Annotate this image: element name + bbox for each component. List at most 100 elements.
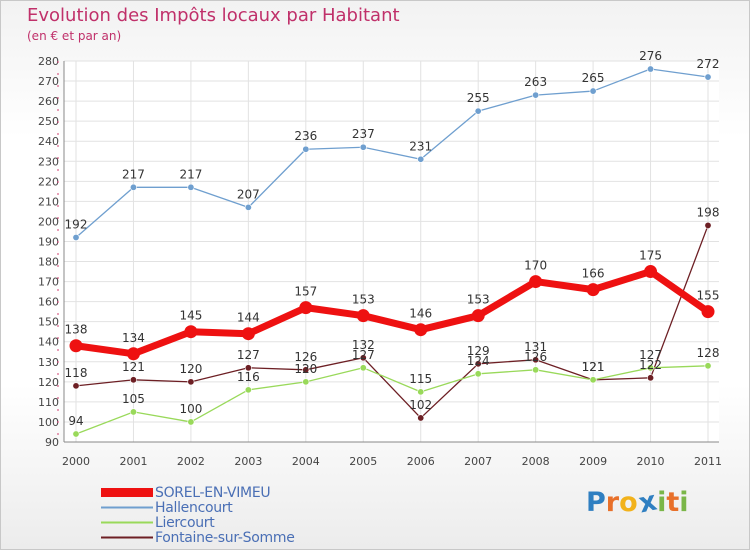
data-label: 276	[639, 49, 662, 63]
data-label: 102	[409, 398, 432, 412]
y-tick-label: 190	[38, 235, 59, 248]
x-tick-label: 2011	[694, 455, 722, 468]
y-tick-label: 120	[38, 376, 59, 389]
x-tick-label: 2003	[234, 455, 262, 468]
data-point	[359, 143, 367, 151]
y-tick-label: 240	[38, 135, 59, 148]
y-tick-label: 90	[45, 436, 59, 449]
x-tick-label: 2004	[292, 455, 320, 468]
data-point	[704, 73, 712, 81]
legend-item-fontaine[interactable]: Fontaine-sur-Somme	[101, 530, 295, 546]
data-label: 146	[409, 307, 432, 321]
data-label: 132	[352, 338, 375, 352]
data-point	[184, 325, 198, 339]
legend-swatch-fontaine	[101, 536, 153, 539]
y-tick-label: 230	[38, 155, 59, 168]
data-point	[586, 283, 600, 297]
legend-label-hallencourt: Hallencourt	[155, 499, 233, 516]
data-label: 207	[237, 187, 260, 201]
data-label: 170	[524, 259, 547, 273]
data-label: 126	[294, 350, 317, 364]
data-point	[529, 275, 543, 289]
data-point	[474, 370, 482, 378]
data-point	[359, 364, 367, 372]
logo-letter: i	[679, 487, 689, 518]
data-point	[187, 183, 195, 191]
data-label: 155	[697, 289, 720, 303]
data-label: 121	[582, 360, 605, 374]
data-point	[471, 309, 485, 323]
plot-area	[64, 61, 719, 442]
y-tick-label: 180	[38, 256, 59, 269]
legend-swatch-sorel	[101, 488, 153, 497]
data-label: 124	[467, 354, 490, 368]
series-line	[75, 68, 709, 239]
data-label: 127	[352, 348, 375, 362]
data-label: 127	[639, 348, 662, 362]
data-label: 166	[582, 267, 605, 281]
data-label: 255	[467, 91, 490, 105]
logo-letter: r	[605, 487, 620, 518]
x-tick-label: 2007	[464, 455, 492, 468]
data-label: 217	[122, 167, 145, 181]
data-point	[299, 301, 313, 315]
x-tick-label: 2000	[62, 455, 90, 468]
data-label: 105	[122, 392, 145, 406]
data-label: 94	[68, 414, 83, 428]
chart-legend: SOREL-EN-VIMEU Hallencourt Liercourt Fon…	[101, 484, 295, 546]
data-label: 116	[237, 370, 260, 384]
logo-letter: t	[666, 487, 680, 518]
data-point	[417, 155, 425, 163]
y-tick-label: 160	[38, 296, 59, 309]
data-point	[644, 265, 658, 279]
chart-title: Evolution des Impôts locaux par Habitant	[27, 5, 400, 26]
y-tick-label: 280	[38, 55, 59, 68]
data-point	[417, 388, 425, 396]
data-point	[72, 382, 80, 390]
data-label: 236	[294, 129, 317, 143]
x-tick-label: 2002	[177, 455, 205, 468]
data-label: 175	[639, 249, 662, 263]
legend-label-sorel: SOREL-EN-VIMEU	[155, 484, 271, 501]
y-tick-label: 100	[38, 416, 59, 429]
legend-swatch-liercourt	[101, 521, 153, 524]
legend-item-hallencourt[interactable]: Hallencourt	[101, 499, 295, 516]
y-tick-label: 110	[38, 396, 59, 409]
legend-item-liercourt[interactable]: Liercourt	[101, 515, 295, 531]
logo-letter: P	[586, 487, 606, 518]
legend-item-sorel[interactable]: SOREL-EN-VIMEU	[101, 484, 295, 501]
y-tick-label: 200	[38, 215, 59, 228]
data-point	[69, 339, 83, 353]
data-point	[589, 376, 597, 384]
data-point	[589, 87, 597, 95]
y-tick-label: 140	[38, 336, 59, 349]
data-point	[359, 354, 367, 362]
data-label: 272	[697, 57, 720, 71]
data-point	[244, 386, 252, 394]
data-point	[187, 378, 195, 386]
data-point	[532, 356, 540, 364]
data-label: 120	[179, 362, 202, 376]
x-tick-label: 2005	[349, 455, 377, 468]
data-point	[532, 366, 540, 374]
data-point	[356, 309, 370, 323]
data-label: 192	[65, 217, 88, 231]
x-tick-label: 2008	[522, 455, 550, 468]
data-point	[647, 65, 655, 73]
y-tick-label: 260	[38, 95, 59, 108]
data-point	[474, 107, 482, 115]
data-label: 127	[237, 348, 260, 362]
data-label: 118	[65, 366, 88, 380]
data-point	[532, 91, 540, 99]
data-point	[129, 408, 137, 416]
data-label: 144	[237, 311, 260, 325]
data-point	[241, 327, 255, 341]
x-tick-label: 2009	[579, 455, 607, 468]
data-label: 231	[409, 139, 432, 153]
data-label: 145	[179, 309, 202, 323]
data-label: 131	[524, 340, 547, 354]
data-label: 126	[524, 350, 547, 364]
y-tick-label: 130	[38, 356, 59, 369]
data-label: 157	[294, 285, 317, 299]
